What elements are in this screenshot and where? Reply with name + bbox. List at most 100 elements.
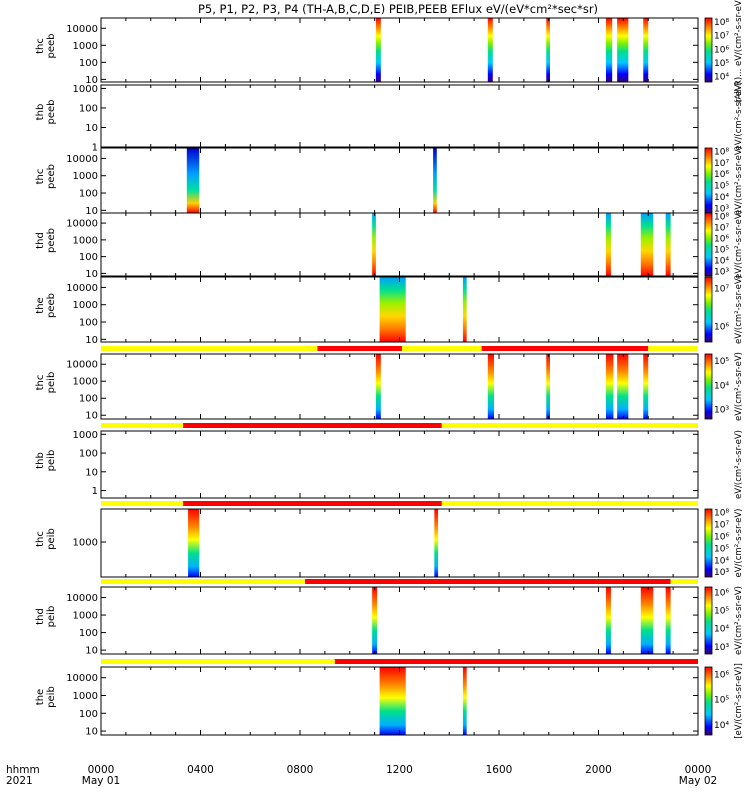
- y-tick-label: 1: [92, 143, 98, 154]
- spectrogram-band: [487, 354, 495, 419]
- spectrogram-band: [640, 587, 654, 654]
- spectrogram-band: [605, 213, 611, 276]
- colorbar-label: eV/(cm²-s-sr-eV): [734, 275, 744, 344]
- colorbar-tick-label: 10⁶: [714, 532, 729, 542]
- y-tick-label: 100: [79, 103, 98, 114]
- colorbar-tick-label: 10⁴: [714, 193, 729, 203]
- spectrogram-band: [487, 18, 493, 82]
- colorbar: [704, 147, 713, 214]
- spectrogram-band: [605, 18, 613, 82]
- y-tick-label: 10000: [66, 154, 98, 165]
- colorbar: [704, 276, 713, 343]
- flag-bar-red: [481, 346, 649, 351]
- spectrogram-band: [379, 277, 406, 342]
- spectrogram-band: [372, 213, 376, 276]
- spectrogram-band: [379, 667, 406, 735]
- probe-label: thc: [35, 531, 46, 547]
- colorbar-tick-label: 10⁴: [714, 556, 729, 566]
- y-tick-label: 10: [85, 467, 98, 478]
- instrument-label: peeb: [46, 34, 57, 59]
- y-tick-label: 1000: [73, 171, 98, 182]
- spectrogram-band: [546, 354, 550, 419]
- colorbar-label: eV/(cm²-s-sr-eV): [734, 146, 744, 215]
- colorbar-tick-label: 10⁴: [714, 721, 729, 731]
- x-axis: 0000 0400 0800 1200 1600 2000 0000: [88, 764, 712, 776]
- colorbar-label: (All-R)... eV/(cm²-s-sr-eV): [734, 0, 744, 103]
- probe-label: thd: [35, 232, 46, 249]
- spectrogram-band: [186, 148, 200, 213]
- spectrogram-band: [643, 354, 649, 419]
- colorbar: [704, 666, 713, 736]
- instrument-label: peeb: [46, 100, 57, 125]
- colorbar: [704, 17, 713, 83]
- y-tick-label: 1000: [73, 611, 98, 622]
- spectrogram-band: [617, 18, 629, 82]
- spectrogram-band: [605, 587, 611, 654]
- colorbar-tick-label: 10⁷: [714, 284, 729, 294]
- flag-bar-red: [183, 423, 442, 428]
- colorbar-tick-label: 10⁵: [714, 245, 729, 255]
- y-tick-label: 1000: [73, 691, 98, 702]
- date-end-label: May 02: [679, 775, 717, 787]
- y-tick-label: 10: [85, 75, 98, 86]
- probe-label: thb: [35, 104, 46, 121]
- colorbar: [704, 508, 713, 578]
- panel-frame: [100, 430, 699, 499]
- flag-bar-yellow: [441, 501, 698, 506]
- probe-label: thd: [35, 608, 46, 625]
- y-tick-label: 10: [85, 411, 98, 422]
- colorbar-tick-label: 10⁶: [714, 45, 729, 55]
- y-tick-label: 1000: [73, 41, 98, 52]
- colorbar-label: eV/(cm²-s-sr-eV): [734, 352, 744, 421]
- spectrogram-band: [375, 354, 381, 419]
- y-tick-label: 1000: [73, 377, 98, 388]
- colorbar-tick-label: 10⁶: [714, 234, 729, 244]
- colorbar-tick-label: 10⁶: [714, 671, 729, 681]
- date-start-label: May 01: [82, 775, 120, 787]
- flag-bar-yellow: [101, 501, 184, 506]
- colorbar-tick-label: 10⁷: [714, 159, 729, 169]
- colorbar-tick-label: 10⁵: [714, 607, 729, 617]
- colorbar-tick-label: 10⁴: [714, 257, 729, 267]
- y-tick-label: 100: [79, 449, 98, 460]
- x-tick-label: 0400: [187, 764, 214, 776]
- y-tick-label: 1000: [73, 430, 98, 441]
- colorbar-tick-label: 10³: [714, 643, 729, 653]
- y-tick-label: 100: [79, 709, 98, 720]
- colorbar-tick-label: 10⁸: [714, 147, 729, 157]
- flag-bar-yellow: [648, 346, 698, 351]
- flag-bar-red: [334, 659, 698, 664]
- x-tick-label: 2000: [585, 764, 612, 776]
- y-tick-label: 10000: [66, 673, 98, 684]
- x-tick-label: 1200: [386, 764, 413, 776]
- probe-label: the: [35, 689, 46, 705]
- colorbar-tick-label: 10⁵: [714, 544, 729, 554]
- colorbar-tick-label: 10⁸: [714, 212, 729, 222]
- spectrogram-band: [434, 509, 439, 577]
- colorbar-label: eV/(cm²-s-sr-eV): [734, 82, 744, 151]
- flag-bar-yellow: [401, 346, 482, 351]
- y-tick-label: 10: [85, 335, 98, 346]
- panel-thc-peeb: 10 100 1000 10000 thc peeb 10⁴ 10⁵ 10⁶ 10⁷ 10⁸ (All…: [35, 0, 744, 103]
- spectrogram-band: [640, 213, 654, 276]
- colorbar: [704, 212, 713, 277]
- colorbar-tick-label: 10⁶: [714, 588, 729, 598]
- colorbar-tick-label: 10⁵: [714, 357, 729, 367]
- probe-label: thc: [35, 38, 46, 54]
- colorbar-label: eV/(cm²-s-sr-eV): [734, 210, 744, 279]
- y-tick-label: 1000: [73, 235, 98, 246]
- spectrogram-band: [605, 354, 614, 419]
- flag-bar-yellow: [670, 579, 698, 584]
- hhmm-label: hhmm: [6, 764, 40, 776]
- y-tick-label: 1000: [73, 300, 98, 311]
- colorbar-label: eV/(cm²-s-sr-eV): [734, 509, 744, 578]
- y-tick-label: 1: [92, 486, 98, 497]
- y-tick-label: 10: [85, 123, 98, 134]
- x-tick-label: 1600: [486, 764, 513, 776]
- instrument-label: peeb: [46, 228, 57, 253]
- y-tick-label: 100: [79, 189, 98, 200]
